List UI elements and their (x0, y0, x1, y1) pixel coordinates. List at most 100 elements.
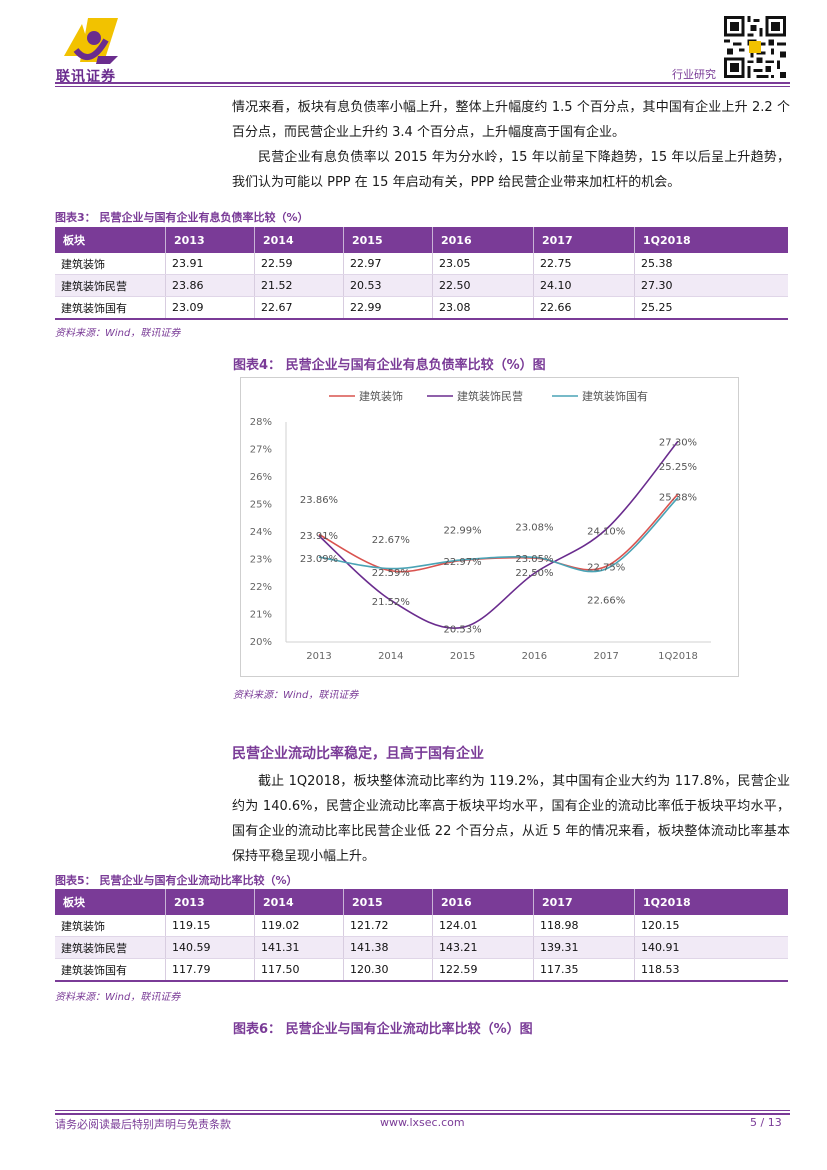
data-label: 22.97% (444, 557, 482, 568)
table-cell: 23.05 (432, 253, 534, 275)
data-label: 25.38% (659, 492, 697, 503)
column-header: 2016 (432, 889, 534, 915)
table-row: 建筑装饰 23.91 22.59 22.97 23.05 22.75 25.38 (55, 253, 788, 275)
table-cell: 139.31 (533, 936, 635, 959)
data-label: 23.86% (300, 495, 338, 506)
footer-rule (55, 1110, 790, 1111)
data-label: 23.08% (515, 523, 553, 534)
section-title: 民营企业流动比率稳定，且高于国有企业 (232, 746, 484, 762)
y-tick-label: 22% (250, 582, 272, 593)
data-label: 25.25% (659, 462, 697, 473)
series-line (318, 440, 679, 629)
table-cell: 119.15 (165, 915, 255, 937)
table-cell: 22.75 (533, 253, 635, 275)
table-cell: 119.02 (254, 915, 344, 937)
table-cell: 118.53 (634, 958, 788, 982)
line-chart: 20% 21% 22% 23% 24% 25% 26% 27% 28% 2013 2014 2015 2… (250, 389, 711, 662)
table-cell: 22.59 (254, 253, 344, 275)
brand-name: 联讯证券 (56, 69, 116, 85)
table-cell: 建筑装饰民营 (55, 274, 166, 297)
y-tick-label: 25% (250, 500, 272, 511)
x-tick-label: 2013 (306, 651, 331, 662)
table3: 板块 2013 2014 2015 2016 2017 1Q2018 建筑装饰 … (55, 227, 788, 320)
data-label: 20.53% (444, 624, 482, 635)
y-tick-label: 27% (250, 445, 272, 456)
table-cell: 20.53 (343, 274, 433, 297)
table-row: 建筑装饰 119.15 119.02 121.72 124.01 118.98 … (55, 915, 788, 937)
column-header: 2017 (533, 227, 635, 253)
data-label: 22.99% (444, 525, 482, 536)
report-category: 行业研究 (672, 68, 716, 81)
column-header: 2015 (343, 227, 433, 253)
figure6-caption: 图表6： 民营企业与国有企业流动比率比较（%）图 (233, 1022, 533, 1037)
table-cell: 117.50 (254, 958, 344, 982)
company-logo (64, 18, 118, 64)
data-label: 23.09% (300, 554, 338, 565)
column-header: 1Q2018 (634, 889, 788, 915)
paragraph: 截止 1Q2018，板块整体流动比率约为 119.2%，其中国有企业大约为 11… (232, 774, 790, 864)
table-cell: 22.97 (343, 253, 433, 275)
table-cell: 141.38 (343, 936, 433, 959)
table-cell: 143.21 (432, 936, 534, 959)
y-tick-label: 24% (250, 527, 272, 538)
x-tick-label: 2017 (593, 651, 618, 662)
column-header: 板块 (55, 227, 166, 253)
website-link[interactable]: www.lxsec.com (380, 1116, 465, 1129)
y-tick-label: 20% (250, 637, 272, 648)
paragraph: 情况来看，板块有息负债率小幅上升，整体上升幅度约 1.5 个百分点，其中国有企业… (232, 100, 790, 140)
column-header: 2013 (165, 889, 255, 915)
section2-text: 截止 1Q2018，板块整体流动比率约为 119.2%，其中国有企业大约为 11… (232, 769, 790, 869)
table-cell: 建筑装饰民营 (55, 936, 166, 959)
data-label: 24.10% (587, 527, 625, 538)
table-cell: 120.30 (343, 958, 433, 982)
table-cell: 建筑装饰国有 (55, 958, 166, 982)
data-label: 23.91% (300, 531, 338, 542)
qr-code-icon (724, 16, 786, 78)
table-cell: 120.15 (634, 915, 788, 937)
table-cell: 22.67 (254, 296, 344, 320)
column-header: 2016 (432, 227, 534, 253)
table-cell: 24.10 (533, 274, 635, 297)
table-cell: 建筑装饰 (55, 253, 166, 275)
table-cell: 141.31 (254, 936, 344, 959)
table3-caption: 图表3： 民营企业与国有企业有息负债率比较（%） (55, 211, 309, 224)
column-header: 板块 (55, 889, 166, 915)
table-row: 建筑装饰民营 23.86 21.52 20.53 22.50 24.10 27.… (55, 274, 788, 297)
table-header-row: 板块 2013 2014 2015 2016 2017 1Q2018 (55, 889, 788, 915)
table-cell: 22.99 (343, 296, 433, 320)
legend-label: 建筑装饰民营 (457, 389, 523, 403)
table5-source: 资料来源：Wind，联讯证券 (55, 992, 181, 1003)
table-cell: 117.35 (533, 958, 635, 982)
data-label: 21.52% (372, 597, 410, 608)
table-cell: 23.09 (165, 296, 255, 320)
column-header: 2013 (165, 227, 255, 253)
column-header: 2017 (533, 889, 635, 915)
table-cell: 23.08 (432, 296, 534, 320)
table-cell: 建筑装饰国有 (55, 296, 166, 320)
table-cell: 建筑装饰 (55, 915, 166, 937)
table-cell: 21.52 (254, 274, 344, 297)
table-cell: 118.98 (533, 915, 635, 937)
y-tick-label: 23% (250, 555, 272, 566)
data-label: 22.50% (515, 568, 553, 579)
disclaimer-link[interactable]: 请务必阅读最后特别声明与免责条款 (55, 1118, 231, 1131)
table-cell: 25.38 (634, 253, 788, 275)
footer-rule-thick (55, 1113, 790, 1115)
figure4-caption: 图表4： 民营企业与国有企业有息负债率比较（%）图 (233, 358, 546, 373)
figure4-source: 资料来源：Wind，联讯证券 (233, 690, 359, 701)
y-tick-label: 26% (250, 472, 272, 483)
table-cell: 124.01 (432, 915, 534, 937)
page-number: 5 / 13 (750, 1116, 782, 1129)
table-cell: 140.59 (165, 936, 255, 959)
x-tick-label: 1Q2018 (658, 651, 698, 662)
header-rule-thin (55, 86, 790, 87)
legend-label: 建筑装饰 (359, 389, 403, 403)
table-cell: 22.66 (533, 296, 635, 320)
column-header: 2014 (254, 889, 344, 915)
table-cell: 23.86 (165, 274, 255, 297)
table-cell: 25.25 (634, 296, 788, 320)
table-cell: 117.79 (165, 958, 255, 982)
table-cell: 122.59 (432, 958, 534, 982)
table-cell: 22.50 (432, 274, 534, 297)
column-header: 1Q2018 (634, 227, 788, 253)
